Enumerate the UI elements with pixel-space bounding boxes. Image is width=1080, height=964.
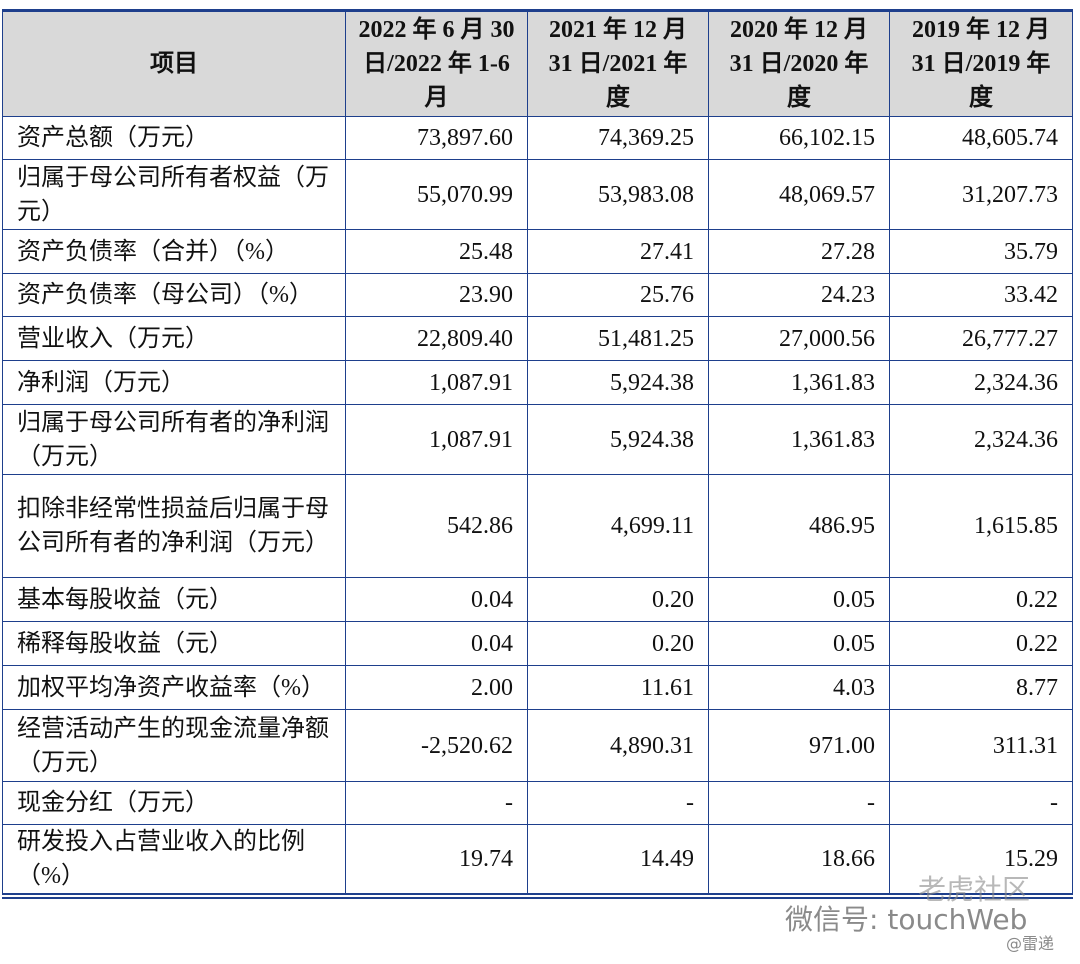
watermark-brand: 老虎社区 bbox=[918, 873, 1031, 906]
header-cell: 2019 年 12 月 31 日/2019 年度 bbox=[889, 10, 1073, 117]
value-cell: 55,070.99 bbox=[345, 159, 528, 230]
row-label: 资产负债率（母公司）（%） bbox=[2, 273, 346, 317]
value-cell: 2,324.36 bbox=[889, 360, 1073, 405]
row-label: 净利润（万元） bbox=[2, 360, 346, 405]
table-row: 加权平均净资产收益率（%） 2.00 11.61 4.03 8.77 bbox=[2, 665, 1073, 710]
value-cell: 0.05 bbox=[708, 577, 890, 622]
value-cell: 4,890.31 bbox=[527, 709, 709, 782]
value-cell: 971.00 bbox=[708, 709, 890, 782]
value-cell: 26,777.27 bbox=[889, 316, 1073, 361]
value-cell: 0.22 bbox=[889, 621, 1073, 666]
value-cell: 0.22 bbox=[889, 577, 1073, 622]
value-cell: 48,069.57 bbox=[708, 159, 890, 230]
table-row: 资产负债率（母公司）（%） 23.90 25.76 24.23 33.42 bbox=[2, 273, 1073, 317]
row-label: 基本每股收益（元） bbox=[2, 577, 346, 622]
value-cell: 19.74 bbox=[345, 824, 528, 897]
financial-table: 项目 2022 年 6 月 30 日/2022 年 1-6 月 2021 年 12 … bbox=[2, 9, 1073, 899]
value-cell: 23.90 bbox=[345, 273, 528, 317]
table-row: 营业收入（万元） 22,809.40 51,481.25 27,000.56 26,77… bbox=[2, 316, 1073, 361]
table-row: 资产总额（万元） 73,897.60 74,369.25 66,102.15 48,60… bbox=[2, 116, 1073, 160]
table-row: 净利润（万元） 1,087.91 5,924.38 1,361.83 2,324.36 bbox=[2, 360, 1073, 405]
row-label: 研发投入占营业收入的比例（%） bbox=[2, 824, 346, 897]
row-label: 稀释每股收益（元） bbox=[2, 621, 346, 666]
value-cell: 18.66 bbox=[708, 824, 890, 897]
value-cell: 66,102.15 bbox=[708, 116, 890, 160]
value-cell: 74,369.25 bbox=[527, 116, 709, 160]
value-cell: 1,087.91 bbox=[345, 404, 528, 475]
value-cell: 27.28 bbox=[708, 229, 890, 274]
watermark-source: @雷递 bbox=[1006, 934, 1055, 953]
value-cell: 542.86 bbox=[345, 474, 528, 578]
value-cell: 0.04 bbox=[345, 577, 528, 622]
value-cell: 25.48 bbox=[345, 229, 528, 274]
row-label: 归属于母公司所有者权益（万元） bbox=[2, 159, 346, 230]
table-body: 资产总额（万元） 73,897.60 74,369.25 66,102.15 48,60… bbox=[2, 116, 1073, 897]
value-cell: 15.29 bbox=[889, 824, 1073, 897]
value-cell: 33.42 bbox=[889, 273, 1073, 317]
value-cell: 27,000.56 bbox=[708, 316, 890, 361]
value-cell: -2,520.62 bbox=[345, 709, 528, 782]
value-cell: - bbox=[708, 781, 890, 825]
table-row: 归属于母公司所有者的净利润（万元） 1,087.91 5,924.38 1,361.8… bbox=[2, 404, 1073, 475]
value-cell: 486.95 bbox=[708, 474, 890, 578]
value-cell: 1,615.85 bbox=[889, 474, 1073, 578]
header-cell: 2022 年 6 月 30 日/2022 年 1-6 月 bbox=[345, 10, 528, 117]
value-cell: 24.23 bbox=[708, 273, 890, 317]
value-cell: 14.49 bbox=[527, 824, 709, 897]
table-row: 研发投入占营业收入的比例（%） 19.74 14.49 18.66 15.29 bbox=[2, 824, 1073, 897]
table-row: 现金分红（万元） - - - - bbox=[2, 781, 1073, 825]
value-cell: 31,207.73 bbox=[889, 159, 1073, 230]
header-row: 项目 2022 年 6 月 30 日/2022 年 1-6 月 2021 年 12 … bbox=[2, 10, 1073, 117]
row-label: 经营活动产生的现金流量净额（万元） bbox=[2, 709, 346, 782]
row-label: 资产总额（万元） bbox=[2, 116, 346, 160]
value-cell: 27.41 bbox=[527, 229, 709, 274]
value-cell: 22,809.40 bbox=[345, 316, 528, 361]
value-cell: 1,361.83 bbox=[708, 404, 890, 475]
value-cell: 48,605.74 bbox=[889, 116, 1073, 160]
header-cell: 2021 年 12 月 31 日/2021 年度 bbox=[527, 10, 709, 117]
table-row: 稀释每股收益（元） 0.04 0.20 0.05 0.22 bbox=[2, 621, 1073, 666]
value-cell: 0.20 bbox=[527, 577, 709, 622]
value-cell: 1,361.83 bbox=[708, 360, 890, 405]
value-cell: - bbox=[345, 781, 528, 825]
value-cell: 73,897.60 bbox=[345, 116, 528, 160]
value-cell: 5,924.38 bbox=[527, 404, 709, 475]
row-label: 营业收入（万元） bbox=[2, 316, 346, 361]
value-cell: 35.79 bbox=[889, 229, 1073, 274]
table-row: 归属于母公司所有者权益（万元） 55,070.99 53,983.08 48,069.… bbox=[2, 159, 1073, 230]
value-cell: 8.77 bbox=[889, 665, 1073, 710]
header-cell: 项目 bbox=[2, 10, 346, 117]
value-cell: 0.05 bbox=[708, 621, 890, 666]
row-label: 归属于母公司所有者的净利润（万元） bbox=[2, 404, 346, 475]
row-label: 扣除非经常性损益后归属于母公司所有者的净利润（万元） bbox=[2, 474, 346, 578]
value-cell: 4,699.11 bbox=[527, 474, 709, 578]
header-cell: 2020 年 12 月 31 日/2020 年度 bbox=[708, 10, 890, 117]
table-row: 资产负债率（合并）（%） 25.48 27.41 27.28 35.79 bbox=[2, 229, 1073, 274]
value-cell: 2,324.36 bbox=[889, 404, 1073, 475]
value-cell: 11.61 bbox=[527, 665, 709, 710]
row-label: 加权平均净资产收益率（%） bbox=[2, 665, 346, 710]
value-cell: 311.31 bbox=[889, 709, 1073, 782]
watermark-account: 微信号: touchWeb bbox=[785, 903, 1028, 936]
value-cell: 4.03 bbox=[708, 665, 890, 710]
value-cell: 25.76 bbox=[527, 273, 709, 317]
value-cell: 53,983.08 bbox=[527, 159, 709, 230]
value-cell: 1,087.91 bbox=[345, 360, 528, 405]
value-cell: - bbox=[889, 781, 1073, 825]
table-row: 扣除非经常性损益后归属于母公司所有者的净利润（万元） 542.86 4,699.11… bbox=[2, 474, 1073, 578]
value-cell: 0.04 bbox=[345, 621, 528, 666]
row-label: 现金分红（万元） bbox=[2, 781, 346, 825]
value-cell: 2.00 bbox=[345, 665, 528, 710]
table-row: 经营活动产生的现金流量净额（万元） -2,520.62 4,890.31 971.00… bbox=[2, 709, 1073, 782]
value-cell: 51,481.25 bbox=[527, 316, 709, 361]
value-cell: 0.20 bbox=[527, 621, 709, 666]
row-label: 资产负债率（合并）（%） bbox=[2, 229, 346, 274]
value-cell: - bbox=[527, 781, 709, 825]
value-cell: 5,924.38 bbox=[527, 360, 709, 405]
table-row: 基本每股收益（元） 0.04 0.20 0.05 0.22 bbox=[2, 577, 1073, 622]
